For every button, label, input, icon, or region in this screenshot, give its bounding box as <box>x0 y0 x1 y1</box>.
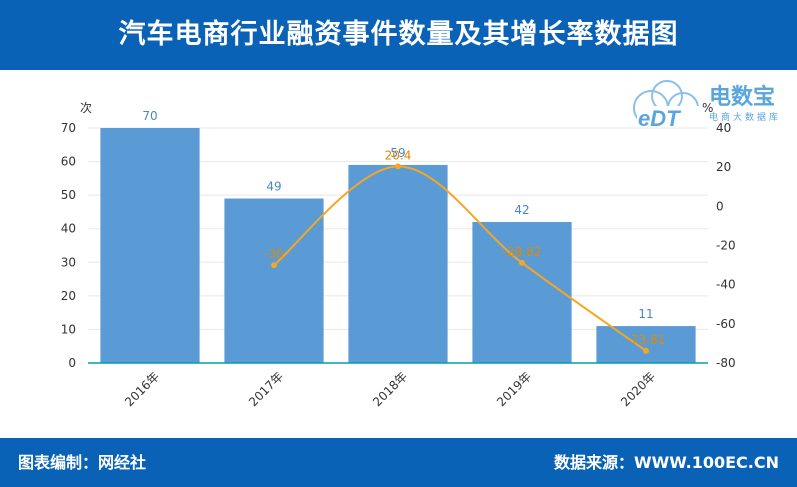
left-tick-label: 30 <box>61 255 76 269</box>
right-tick-label: -60 <box>716 317 736 331</box>
bar <box>224 198 324 363</box>
left-tick-label: 40 <box>61 222 76 236</box>
growth-point <box>643 347 649 354</box>
bar-value-label: 49 <box>266 180 281 194</box>
category-label: 2018年 <box>370 369 410 409</box>
left-tick-label: 60 <box>61 155 76 169</box>
bar <box>596 326 696 363</box>
edt-logo: eDT 电数宝 电商大数据库 <box>633 80 781 131</box>
cloud-icon <box>633 80 699 126</box>
bar-series: 70 49 59 42 11 <box>100 109 696 363</box>
growth-point <box>271 262 277 269</box>
category-label: 2017年 <box>246 369 286 409</box>
bar-value-label: 59 <box>390 146 405 160</box>
left-tick-label: 20 <box>61 289 76 303</box>
right-tick-label: 20 <box>716 160 731 174</box>
category-label: 2019年 <box>494 369 534 409</box>
growth-value-label: 20.4 <box>385 148 412 162</box>
left-tick-label: 70 <box>61 121 76 135</box>
footer-bar: 图表编制：网经社 数据来源：WWW.100EC.CN <box>0 438 797 487</box>
growth-point <box>395 163 401 170</box>
left-tick-label: 10 <box>61 322 76 336</box>
bar-value-label: 11 <box>638 307 653 321</box>
header-bar: 汽车电商行业融资事件数量及其增长率数据图 <box>0 0 797 70</box>
footer-data-source: 数据来源：WWW.100EC.CN <box>553 453 779 472</box>
bar <box>472 222 572 363</box>
right-tick-label: -80 <box>716 356 736 370</box>
right-tick-label: -20 <box>716 239 736 253</box>
growth-value-label: -30 <box>264 247 284 261</box>
page-title: 汽车电商行业融资事件数量及其增长率数据图 <box>118 19 679 50</box>
bar <box>100 128 200 363</box>
right-axis-label: % <box>702 101 713 115</box>
logo-name: 电数宝 <box>709 84 775 110</box>
bar-value-label: 70 <box>142 109 157 123</box>
logo-mark: eDT <box>638 106 681 131</box>
line-series: -30 20.4 -28.82 -73.81 <box>264 148 666 354</box>
growth-line <box>273 165 647 352</box>
bar <box>348 164 448 363</box>
growth-point <box>519 259 525 266</box>
bar-value-label: 42 <box>514 203 529 217</box>
right-tick-label: 40 <box>716 121 731 135</box>
category-label: 2016年 <box>122 369 162 409</box>
left-tick-label: 0 <box>68 356 76 370</box>
footer-source-editor: 图表编制：网经社 <box>18 453 147 472</box>
chart: 70 49 59 42 11 -30 20.4 -28.82 -73.81 0 10 20 30 40… <box>61 101 736 409</box>
left-tick-label: 50 <box>61 188 76 202</box>
left-axis-label: 次 <box>80 101 92 115</box>
category-label: 2020年 <box>618 369 658 409</box>
logo-tagline: 电商大数据库 <box>709 111 781 123</box>
growth-value-label: -28.82 <box>503 245 542 259</box>
right-tick-label: -40 <box>716 278 736 292</box>
right-tick-label: 0 <box>716 199 724 213</box>
growth-value-label: -73.81 <box>627 333 666 347</box>
